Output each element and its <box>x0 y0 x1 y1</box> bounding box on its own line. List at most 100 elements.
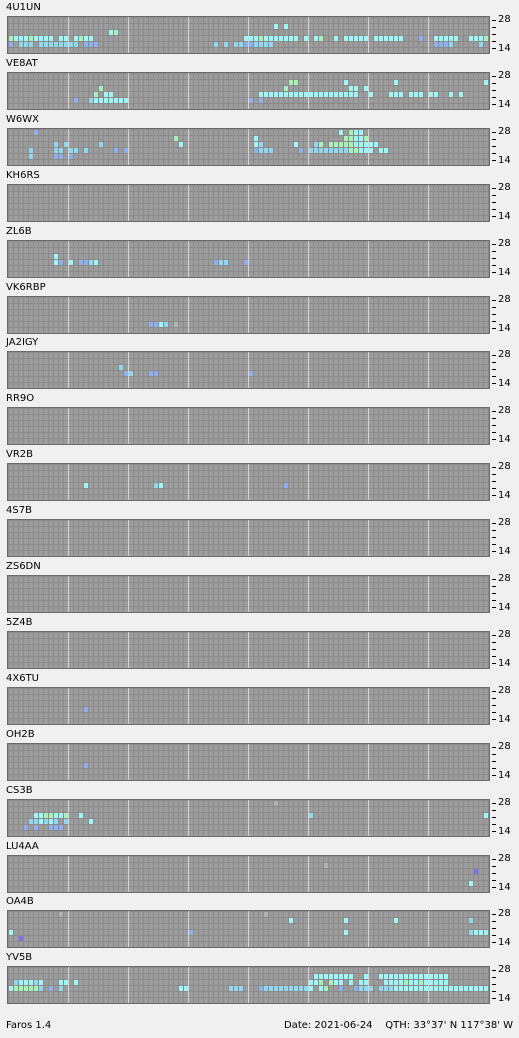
hour-divider <box>248 352 249 389</box>
scale-tick <box>492 187 496 189</box>
hour-divider <box>68 967 69 1004</box>
signal-cell <box>384 36 388 41</box>
scale-tick <box>492 921 496 923</box>
scale-tick <box>492 704 496 706</box>
signal-cell <box>439 36 443 41</box>
signal-cell <box>469 918 473 924</box>
scale-tick <box>492 998 496 1000</box>
scale-tick <box>492 369 496 371</box>
propagation-cells <box>9 408 488 445</box>
hour-divider <box>428 408 429 445</box>
scale-tick <box>492 984 496 986</box>
scale-tick <box>492 816 496 818</box>
signal-cell <box>389 974 393 980</box>
signal-cell <box>34 812 38 818</box>
scale-tick <box>492 152 496 154</box>
empty-cells <box>9 73 488 109</box>
signal-cell <box>324 91 328 97</box>
hour-divider <box>248 128 249 165</box>
signal-cell <box>419 980 423 986</box>
scale-label-bottom: 14 <box>498 546 511 558</box>
signal-cell <box>349 36 353 41</box>
signal-cell <box>214 259 218 265</box>
scale-label-bottom: 14 <box>498 210 511 222</box>
propagation-cells <box>9 128 488 165</box>
signal-cell <box>74 36 78 41</box>
beacon-panel: OA4B 28 14 <box>0 895 519 951</box>
scale-label-bottom: 14 <box>498 43 511 54</box>
signal-cell <box>364 141 368 147</box>
signal-cell <box>189 930 193 936</box>
signal-cell <box>474 868 478 874</box>
propagation-grid <box>7 966 490 1005</box>
signal-cell <box>274 91 278 97</box>
signal-cell <box>54 253 58 259</box>
signal-cell <box>424 980 428 986</box>
signal-cell <box>49 818 53 824</box>
signal-cell <box>334 141 338 147</box>
signal-cell <box>294 986 298 992</box>
signal-cell <box>84 706 88 712</box>
signal-cell <box>64 36 68 41</box>
scale-label-top: 28 <box>498 293 511 305</box>
hour-divider <box>68 520 69 557</box>
signal-cell <box>369 147 373 153</box>
signal-cell <box>34 129 38 135</box>
scale-tick <box>492 662 496 664</box>
date-text: Date: 2021-06-24 <box>283 1020 373 1031</box>
signal-cell <box>34 818 38 824</box>
hour-divider <box>128 520 129 557</box>
beacon-callsign: ZS6DN <box>6 561 41 572</box>
hour-divider <box>128 17 129 53</box>
hour-divider <box>68 855 69 892</box>
signal-cell <box>149 321 153 327</box>
propagation-cells <box>9 911 488 948</box>
hour-divider <box>428 743 429 780</box>
scale-tick <box>492 327 496 329</box>
hour-divider <box>368 743 369 780</box>
hour-divider <box>248 855 249 892</box>
signal-cell <box>369 91 373 97</box>
hour-divider <box>248 408 249 445</box>
hour-divider <box>428 855 429 892</box>
signal-cell <box>429 974 433 980</box>
scale-tick <box>492 711 496 713</box>
scale-label-bottom: 14 <box>498 881 511 893</box>
hour-divider <box>308 799 309 836</box>
scale-label-top: 28 <box>498 796 511 808</box>
hour-divider <box>128 296 129 333</box>
empty-cells <box>9 968 488 1004</box>
signal-cell <box>389 980 393 986</box>
signal-cell <box>89 818 93 824</box>
scale-label-bottom: 14 <box>498 98 511 110</box>
signal-cell <box>469 986 473 992</box>
hour-divider <box>128 464 129 501</box>
signal-cell <box>384 974 388 980</box>
beacon-panel: YV5B 28 14 <box>0 951 519 1007</box>
signal-cell <box>154 483 158 489</box>
signal-cell <box>304 91 308 97</box>
scale-label-top: 28 <box>498 461 511 473</box>
hour-divider <box>308 631 309 668</box>
signal-cell <box>284 986 288 992</box>
band-scale: 28 14 <box>492 462 519 502</box>
propagation-grid <box>7 183 490 222</box>
propagation-cells <box>9 687 488 724</box>
scale-tick <box>492 746 496 748</box>
scale-tick <box>492 439 496 441</box>
scale-label-bottom: 14 <box>498 154 511 166</box>
signal-cell <box>359 129 363 135</box>
scale-tick <box>492 579 496 580</box>
signal-cell <box>24 986 28 992</box>
signal-cell <box>114 30 118 35</box>
beacon-callsign: YV5B <box>6 952 33 964</box>
propagation-grid <box>7 351 490 390</box>
scale-label-top: 28 <box>498 852 511 864</box>
signal-cell <box>264 42 268 47</box>
signal-cell <box>289 986 293 992</box>
signal-cell <box>59 147 63 153</box>
signal-cell <box>19 980 23 986</box>
signal-cell <box>74 147 78 153</box>
hour-divider <box>188 464 189 501</box>
signal-cell <box>354 135 358 141</box>
